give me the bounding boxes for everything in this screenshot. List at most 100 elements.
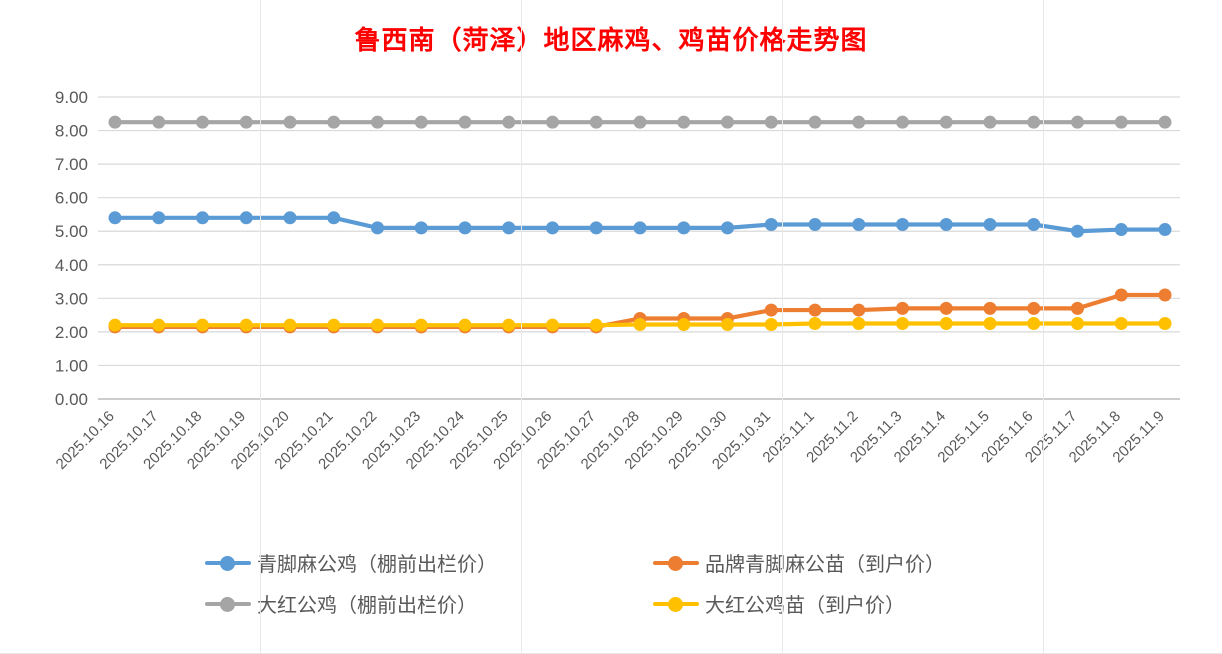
data-point-marker [1158, 115, 1172, 129]
data-point-marker [677, 318, 691, 332]
legend-marker-icon [653, 595, 699, 613]
data-point-marker [939, 317, 953, 330]
data-point-marker [152, 115, 166, 129]
chart-plot-area: 9.00 8.00 7.00 6.00 5.00 4.00 3.00 2.00 1.00 0.00… [53, 88, 1180, 473]
data-point-marker [589, 115, 603, 129]
data-point-marker [458, 115, 472, 129]
y-tick-label: 0.00 [55, 390, 88, 409]
data-point-marker [546, 115, 559, 129]
data-point-marker [414, 318, 428, 332]
data-point-marker [108, 318, 122, 332]
data-point-marker [808, 303, 822, 317]
data-point-marker [633, 318, 647, 332]
data-point-marker [1158, 288, 1172, 302]
data-point-marker [458, 221, 472, 235]
data-point-marker [677, 115, 691, 129]
data-point-marker [983, 317, 997, 330]
y-axis-tick-labels: 9.00 8.00 7.00 6.00 5.00 4.00 3.00 2.00 1.00 0.00 [55, 88, 88, 409]
y-tick-label: 5.00 [55, 222, 88, 241]
legend-item[interactable]: 大红公鸡苗（到户价） [625, 589, 1025, 618]
data-point-marker [1071, 301, 1084, 315]
legend-marker-icon [205, 554, 251, 572]
y-tick-label: 1.00 [55, 356, 88, 375]
data-point-marker [1071, 224, 1084, 238]
data-point-marker [633, 115, 647, 129]
legend-item[interactable]: 大红公鸡（棚前出栏价） [205, 589, 625, 618]
data-point-marker [196, 211, 209, 225]
data-point-marker [983, 115, 997, 129]
data-point-marker [808, 317, 822, 330]
data-point-marker [546, 221, 559, 235]
data-point-marker [677, 221, 691, 235]
legend-item[interactable]: 青脚麻公鸡（棚前出栏价） [205, 548, 625, 577]
data-point-marker [721, 221, 734, 235]
data-point-marker [939, 115, 953, 129]
data-point-marker [502, 318, 516, 332]
chart-title: 鲁西南（菏泽）地区麻鸡、鸡苗价格走势图 [354, 26, 868, 55]
data-point-marker [589, 318, 603, 332]
data-point-marker [939, 301, 953, 315]
y-tick-label: 9.00 [55, 88, 88, 107]
data-point-marker [852, 218, 866, 232]
data-series-group [108, 115, 1172, 334]
data-point-marker [1114, 317, 1128, 330]
data-point-marker [852, 303, 866, 317]
data-point-marker [896, 317, 909, 330]
y-tick-label: 3.00 [55, 289, 88, 308]
data-point-marker [808, 115, 822, 129]
data-point-marker [458, 318, 472, 332]
data-point-marker [152, 211, 166, 225]
data-point-marker [939, 218, 953, 232]
data-point-marker [108, 211, 122, 225]
frame-divider-2 [521, 0, 522, 654]
data-point-marker [371, 318, 384, 332]
data-point-marker [327, 115, 341, 129]
data-point-marker [196, 318, 209, 332]
frame-divider-1 [260, 0, 261, 654]
data-point-marker [1027, 218, 1041, 232]
y-tick-label: 7.00 [55, 155, 88, 174]
y-tick-label: 4.00 [55, 256, 88, 275]
data-point-marker [283, 318, 297, 332]
data-point-marker [152, 318, 166, 332]
data-point-marker [1071, 115, 1084, 129]
data-point-marker [764, 115, 778, 129]
data-point-marker [983, 218, 997, 232]
data-point-marker [852, 317, 866, 330]
data-point-marker [721, 115, 734, 129]
data-point-marker [283, 211, 297, 225]
data-point-marker [633, 221, 647, 235]
frame-divider-4 [1043, 0, 1044, 654]
data-point-marker [108, 115, 122, 129]
data-point-marker [764, 218, 778, 232]
y-tick-label: 8.00 [55, 122, 88, 141]
data-point-marker [239, 115, 253, 129]
data-point-marker [1114, 288, 1128, 302]
data-point-marker [414, 115, 428, 129]
legend-marker-icon [653, 554, 699, 572]
data-point-marker [1027, 317, 1041, 330]
frame-divider-3 [782, 0, 783, 654]
chart-legend: 青脚麻公鸡（棚前出栏价） 品牌青脚麻公苗（到户价） 大红公鸡（棚前出栏价） 大红公鸡苗… [205, 548, 1025, 618]
data-point-marker [1158, 223, 1172, 237]
data-point-marker [1027, 301, 1041, 315]
data-point-marker [414, 221, 428, 235]
data-point-marker [721, 318, 734, 332]
data-point-marker [502, 221, 516, 235]
y-tick-label: 6.00 [55, 189, 88, 208]
legend-item[interactable]: 品牌青脚麻公苗（到户价） [625, 548, 1025, 577]
data-point-marker [1071, 317, 1084, 330]
legend-label: 大红公鸡（棚前出栏价） [257, 595, 477, 617]
data-point-marker [327, 318, 341, 332]
data-point-marker [764, 318, 778, 332]
data-point-marker [764, 303, 778, 317]
y-tick-label: 2.00 [55, 323, 88, 342]
data-point-marker [852, 115, 866, 129]
legend-label: 品牌青脚麻公苗（到户价） [705, 554, 945, 576]
data-point-marker [371, 115, 384, 129]
data-point-marker [896, 115, 909, 129]
legend-label: 大红公鸡苗（到户价） [705, 595, 905, 617]
data-point-marker [1114, 115, 1128, 129]
x-axis-tick-labels: 2025.10.162025.10.172025.10.182025.10.19… [53, 408, 1168, 473]
